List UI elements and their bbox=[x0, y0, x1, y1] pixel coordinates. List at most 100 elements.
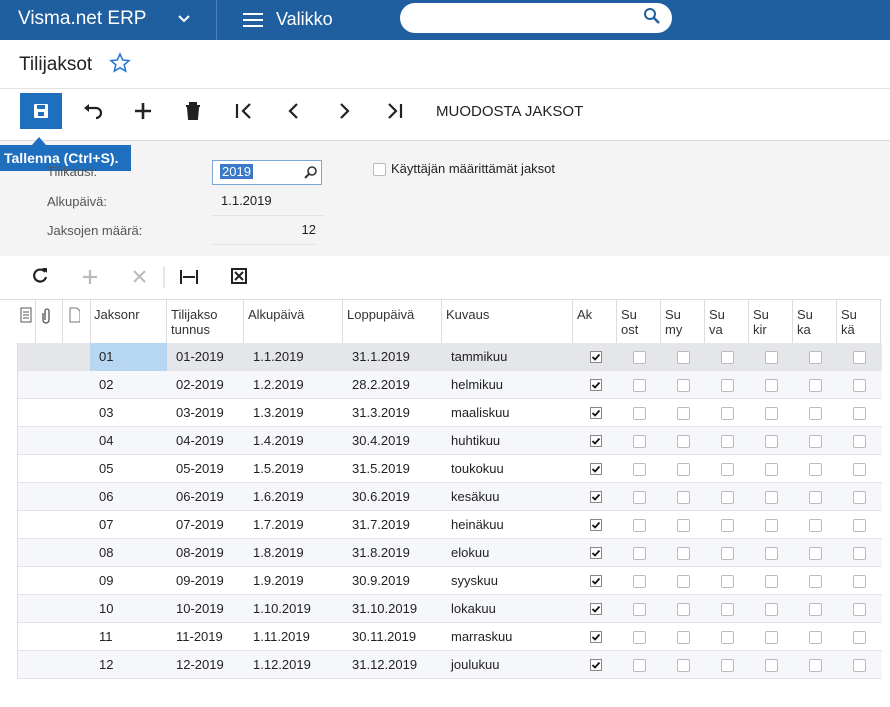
cell[interactable]: 03 bbox=[99, 405, 114, 420]
cell[interactable]: 1.11.2019 bbox=[253, 629, 310, 644]
cell[interactable]: lokakuu bbox=[451, 601, 496, 616]
checkbox[interactable] bbox=[853, 407, 866, 420]
checkbox[interactable] bbox=[633, 519, 646, 532]
checkbox[interactable] bbox=[373, 163, 386, 176]
checkbox[interactable] bbox=[677, 659, 690, 672]
checkbox[interactable] bbox=[853, 379, 866, 392]
cell[interactable]: 1.2.2019 bbox=[253, 377, 304, 392]
checkbox[interactable] bbox=[721, 463, 734, 476]
checkbox[interactable] bbox=[633, 379, 646, 392]
checkbox[interactable] bbox=[809, 463, 822, 476]
cell[interactable]: 30.6.2019 bbox=[352, 489, 410, 504]
cell[interactable]: 31.10.2019 bbox=[352, 601, 418, 616]
checkbox[interactable] bbox=[809, 659, 822, 672]
cell[interactable]: 03-2019 bbox=[176, 405, 224, 420]
action-button[interactable]: MUODOSTA JAKSOT bbox=[436, 103, 584, 120]
checkbox[interactable] bbox=[677, 575, 690, 588]
checkbox[interactable] bbox=[809, 575, 822, 588]
cell[interactable]: syyskuu bbox=[451, 573, 498, 588]
checkbox[interactable] bbox=[809, 603, 822, 616]
checkbox[interactable] bbox=[853, 519, 866, 532]
checkbox[interactable] bbox=[765, 351, 778, 364]
checkbox[interactable] bbox=[721, 351, 734, 364]
checkbox-checked[interactable] bbox=[590, 519, 602, 531]
checkbox[interactable] bbox=[633, 659, 646, 672]
field-value[interactable]: 1.1.2019 bbox=[212, 187, 325, 216]
favorite-star[interactable] bbox=[109, 52, 131, 74]
checkbox-label[interactable]: Käyttäjän määrittämät jaksot bbox=[391, 161, 556, 176]
cell[interactable]: 31.8.2019 bbox=[352, 545, 410, 560]
checkbox[interactable] bbox=[721, 631, 734, 644]
cell[interactable]: 09 bbox=[99, 573, 114, 588]
checkbox[interactable] bbox=[721, 435, 734, 448]
cell[interactable]: 02-2019 bbox=[176, 377, 224, 392]
menu-icon[interactable] bbox=[243, 12, 263, 28]
checkbox[interactable] bbox=[677, 519, 690, 532]
checkbox[interactable] bbox=[853, 603, 866, 616]
cell[interactable]: 1.8.2019 bbox=[253, 545, 304, 560]
checkbox[interactable] bbox=[809, 379, 822, 392]
cell[interactable]: toukokuu bbox=[451, 461, 504, 476]
checkbox[interactable] bbox=[721, 407, 734, 420]
cell[interactable]: 30.9.2019 bbox=[352, 573, 410, 588]
cell[interactable]: 1.10.2019 bbox=[253, 601, 311, 616]
checkbox[interactable] bbox=[721, 491, 734, 504]
cell[interactable]: 30.11.2019 bbox=[352, 629, 417, 644]
cell[interactable]: 31.12.2019 bbox=[352, 657, 418, 672]
checkbox[interactable] bbox=[677, 631, 690, 644]
checkbox[interactable] bbox=[677, 603, 690, 616]
cell[interactable]: marraskuu bbox=[451, 629, 513, 644]
checkbox[interactable] bbox=[633, 407, 646, 420]
checkbox[interactable] bbox=[809, 407, 822, 420]
checkbox-checked[interactable] bbox=[590, 631, 602, 643]
checkbox-checked[interactable] bbox=[590, 463, 602, 475]
cell[interactable]: 08-2019 bbox=[176, 545, 224, 560]
cell[interactable]: 31.7.2019 bbox=[352, 517, 410, 532]
cell[interactable]: 12 bbox=[99, 657, 114, 672]
checkbox[interactable] bbox=[765, 575, 778, 588]
checkbox[interactable] bbox=[633, 575, 646, 588]
checkbox[interactable] bbox=[677, 491, 690, 504]
checkbox[interactable] bbox=[853, 351, 866, 364]
cell[interactable]: 05 bbox=[99, 461, 114, 476]
cell[interactable]: 31.1.2019 bbox=[352, 349, 410, 364]
checkbox[interactable] bbox=[765, 659, 778, 672]
checkbox[interactable] bbox=[853, 631, 866, 644]
checkbox[interactable] bbox=[633, 463, 646, 476]
cell[interactable]: tammikuu bbox=[451, 349, 508, 364]
cell[interactable]: 01 bbox=[90, 343, 167, 371]
checkbox[interactable] bbox=[809, 519, 822, 532]
cell[interactable]: kesäkuu bbox=[451, 489, 500, 504]
checkbox[interactable] bbox=[853, 659, 866, 672]
search-box[interactable] bbox=[400, 3, 672, 33]
checkbox[interactable] bbox=[853, 463, 866, 476]
checkbox-checked[interactable] bbox=[590, 603, 602, 615]
checkbox-checked[interactable] bbox=[590, 547, 602, 559]
cell[interactable]: joulukuu bbox=[451, 657, 500, 672]
checkbox-checked[interactable] bbox=[590, 575, 602, 587]
checkbox-checked[interactable] bbox=[590, 435, 602, 447]
checkbox[interactable] bbox=[853, 435, 866, 448]
cell[interactable]: 10-2019 bbox=[176, 601, 224, 616]
cell[interactable]: 09-2019 bbox=[176, 573, 224, 588]
checkbox[interactable] bbox=[677, 379, 690, 392]
cell[interactable]: 1.7.2019 bbox=[253, 517, 304, 532]
checkbox[interactable] bbox=[853, 547, 866, 560]
cell[interactable]: 07 bbox=[99, 517, 114, 532]
checkbox-checked[interactable] bbox=[590, 659, 602, 671]
cell[interactable]: elokuu bbox=[451, 545, 490, 560]
checkbox[interactable] bbox=[809, 351, 822, 364]
checkbox[interactable] bbox=[677, 351, 690, 364]
field-value[interactable]: 2019 bbox=[220, 164, 253, 179]
checkbox[interactable] bbox=[765, 463, 778, 476]
cell[interactable]: 31.5.2019 bbox=[352, 461, 410, 476]
checkbox[interactable] bbox=[721, 379, 734, 392]
cell[interactable]: helmikuu bbox=[451, 377, 504, 392]
app-name[interactable]: Visma.net ERP bbox=[18, 8, 147, 29]
checkbox[interactable] bbox=[765, 519, 778, 532]
cell[interactable]: 12-2019 bbox=[176, 657, 224, 672]
cell[interactable]: 06-2019 bbox=[176, 489, 224, 504]
cell[interactable]: heinäkuu bbox=[451, 517, 504, 532]
checkbox-checked[interactable] bbox=[590, 379, 602, 391]
checkbox[interactable] bbox=[809, 547, 822, 560]
